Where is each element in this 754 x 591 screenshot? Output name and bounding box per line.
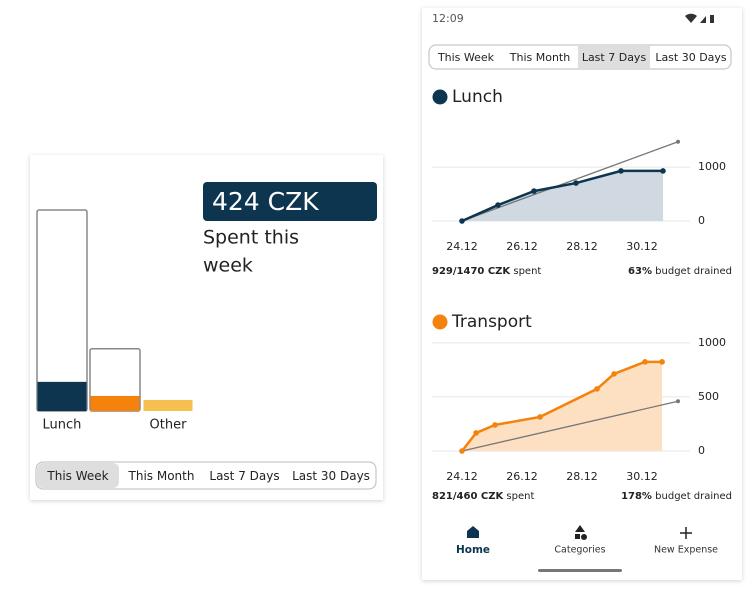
x-tick-label: 30.12 — [626, 470, 658, 483]
chart-title: Lunch — [452, 87, 503, 107]
caption: Spent this — [203, 227, 299, 249]
point — [594, 386, 600, 392]
y-tick-label: 1000 — [698, 160, 726, 173]
categories-icon — [581, 534, 587, 540]
point — [459, 448, 465, 454]
tab-active — [578, 46, 650, 68]
tab[interactable]: This Week — [437, 51, 495, 64]
drained: 63% — [628, 266, 652, 277]
point — [537, 414, 543, 420]
tab[interactable]: Last 7 Days — [209, 469, 279, 483]
amount: 424 CZK — [212, 187, 319, 216]
x-tick-label: 28.12 — [566, 470, 598, 483]
tab[interactable]: This Month — [509, 51, 570, 64]
y-tick-label: 1000 — [698, 336, 726, 349]
spent-summary: 821/460 CZK spent — [432, 491, 534, 502]
phone-card — [422, 8, 742, 580]
line — [461, 360, 663, 452]
status-icons — [685, 13, 714, 23]
nav-label[interactable]: Categories — [554, 545, 605, 556]
caption: week — [203, 255, 253, 277]
tab[interactable]: Last 7 Days — [582, 51, 647, 64]
drained: 178% — [621, 491, 652, 502]
categories-icon[interactable] — [575, 525, 585, 539]
add-icon[interactable] — [680, 527, 692, 539]
tab[interactable]: Last 30 Days — [292, 469, 370, 483]
y-tick-label: 0 — [698, 214, 705, 227]
x-tick-label: 28.12 — [566, 240, 598, 253]
spent-summary: 929/1470 CZK spent — [432, 266, 541, 277]
y-tick-label: 0 — [698, 444, 705, 457]
spent: 821/460 CZK — [432, 491, 504, 502]
point — [642, 359, 648, 365]
x-tick-label: Lunch — [43, 418, 82, 433]
bar — [90, 395, 140, 411]
home-icon[interactable] — [467, 526, 479, 538]
drained-label: budget drained — [655, 491, 732, 502]
home-indicator — [538, 569, 622, 572]
x-tick-label: 24.12 — [446, 470, 478, 483]
budget-box — [36, 209, 88, 412]
tab[interactable]: Last 30 Days — [655, 51, 727, 64]
x-tick-label: 30.12 — [626, 240, 658, 253]
bar — [143, 399, 193, 411]
budget-end — [676, 399, 680, 404]
spent-label: spent — [513, 266, 541, 277]
line — [461, 169, 663, 223]
point — [492, 422, 498, 428]
drained-summary: 63% budget drained — [628, 266, 732, 277]
point — [660, 168, 666, 174]
status-time: 12:09 — [432, 12, 464, 25]
nav-label[interactable]: New Expense — [654, 545, 718, 556]
spent: 929/1470 CZK — [432, 266, 511, 277]
point — [573, 180, 579, 186]
tab[interactable]: This Month — [128, 469, 195, 483]
x-tick-label: Other — [150, 418, 188, 433]
tab-active — [37, 463, 119, 488]
spent-label: spent — [506, 491, 534, 502]
point — [659, 359, 665, 365]
tab-bar — [35, 461, 377, 490]
point — [531, 188, 537, 194]
legend-dot — [432, 89, 448, 105]
amount-box — [203, 182, 377, 221]
nav-label[interactable]: Home — [456, 544, 490, 556]
area — [462, 170, 663, 221]
point — [473, 430, 479, 436]
point — [611, 371, 617, 377]
point — [495, 202, 501, 208]
y-tick-label: 500 — [698, 390, 719, 403]
point — [459, 218, 465, 224]
drained-summary: 178% budget drained — [621, 491, 732, 502]
bar — [37, 381, 87, 411]
point — [618, 168, 624, 174]
x-tick-label: 26.12 — [506, 470, 538, 483]
drained-label: budget drained — [655, 266, 732, 277]
chart-title: Transport — [451, 312, 532, 332]
budget-line — [461, 400, 679, 452]
budget-end — [676, 139, 680, 144]
x-tick-label: 26.12 — [506, 240, 538, 253]
x-tick-label: 24.12 — [446, 240, 478, 253]
tab[interactable]: This Week — [46, 469, 108, 483]
legend-dot — [432, 314, 448, 330]
